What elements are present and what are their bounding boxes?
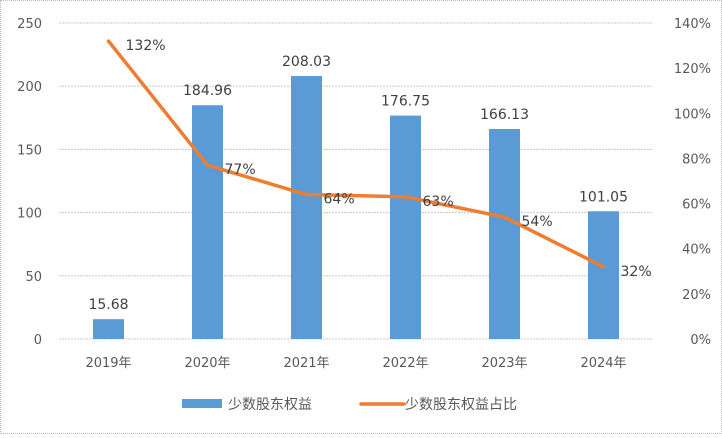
- line-data-label: 63%: [423, 194, 454, 210]
- right-axis-tick: 60%: [682, 198, 711, 213]
- bar-data-label: 101.05: [579, 189, 628, 205]
- bar-data-label: 184.96: [183, 83, 232, 99]
- legend-item-line[interactable]: 少数股东权益占比: [359, 397, 517, 413]
- x-axis-tick: 2022年: [382, 356, 428, 371]
- right-axis-tick: 120%: [674, 62, 711, 77]
- right-axis-tick: 40%: [682, 243, 711, 258]
- right-axis-tick: 100%: [674, 107, 711, 122]
- legend-line-label: 少数股东权益占比: [405, 397, 517, 413]
- line-data-label: 54%: [522, 214, 553, 230]
- right-axis-tick: 20%: [682, 288, 711, 303]
- left-axis-tick: 50: [25, 270, 42, 285]
- legend-item-bar[interactable]: 少数股东权益: [182, 397, 312, 413]
- bar-data-label: 166.13: [480, 107, 529, 123]
- bar[interactable]: [291, 76, 322, 339]
- right-axis: 0% 20% 40% 60% 80% 100% 120% 140%: [674, 17, 711, 348]
- left-axis-tick: 150: [17, 143, 42, 158]
- line-path: [106, 39, 606, 269]
- bar[interactable]: [93, 319, 124, 339]
- bar[interactable]: [489, 129, 520, 339]
- bar-data-label: 176.75: [381, 94, 430, 110]
- x-axis-tick: 2019年: [85, 356, 131, 371]
- left-axis: 0 50 100 150 200 250: [17, 17, 42, 348]
- x-axis-tick: 2023年: [481, 356, 527, 371]
- bar[interactable]: [390, 115, 421, 339]
- legend-bar-label: 少数股东权益: [228, 397, 312, 413]
- x-axis-tick: 2024年: [580, 356, 626, 371]
- line-series: [106, 39, 606, 269]
- bar[interactable]: [588, 211, 619, 339]
- x-axis-tick: 2021年: [283, 356, 329, 371]
- bar-series: [93, 76, 619, 339]
- bar-data-labels: 15.68 184.96 208.03 176.75 166.13 101.05: [88, 54, 628, 313]
- left-axis-tick: 0: [34, 333, 42, 348]
- gridlines: [59, 22, 653, 340]
- line-data-labels: 132% 77% 64% 63% 54% 32%: [126, 38, 652, 280]
- line-data-label: 132%: [126, 38, 166, 54]
- right-axis-tick: 0%: [690, 333, 711, 348]
- line-data-label: 77%: [225, 162, 256, 178]
- left-axis-tick: 200: [17, 80, 42, 95]
- x-axis-tick: 2020年: [184, 356, 230, 371]
- bar-data-label: 15.68: [88, 297, 128, 313]
- line-data-label: 32%: [621, 264, 652, 280]
- right-axis-tick: 140%: [674, 17, 711, 32]
- left-axis-tick: 250: [17, 17, 42, 32]
- bar[interactable]: [192, 105, 223, 339]
- legend-bar-swatch: [182, 399, 222, 408]
- line-data-label: 64%: [324, 192, 355, 208]
- x-axis: 2019年 2020年 2021年 2022年 2023年 2024年: [85, 356, 626, 371]
- left-axis-tick: 100: [17, 207, 42, 222]
- legend: 少数股东权益 少数股东权益占比: [182, 397, 517, 413]
- right-axis-tick: 80%: [682, 152, 711, 167]
- bar-data-label: 208.03: [282, 54, 331, 70]
